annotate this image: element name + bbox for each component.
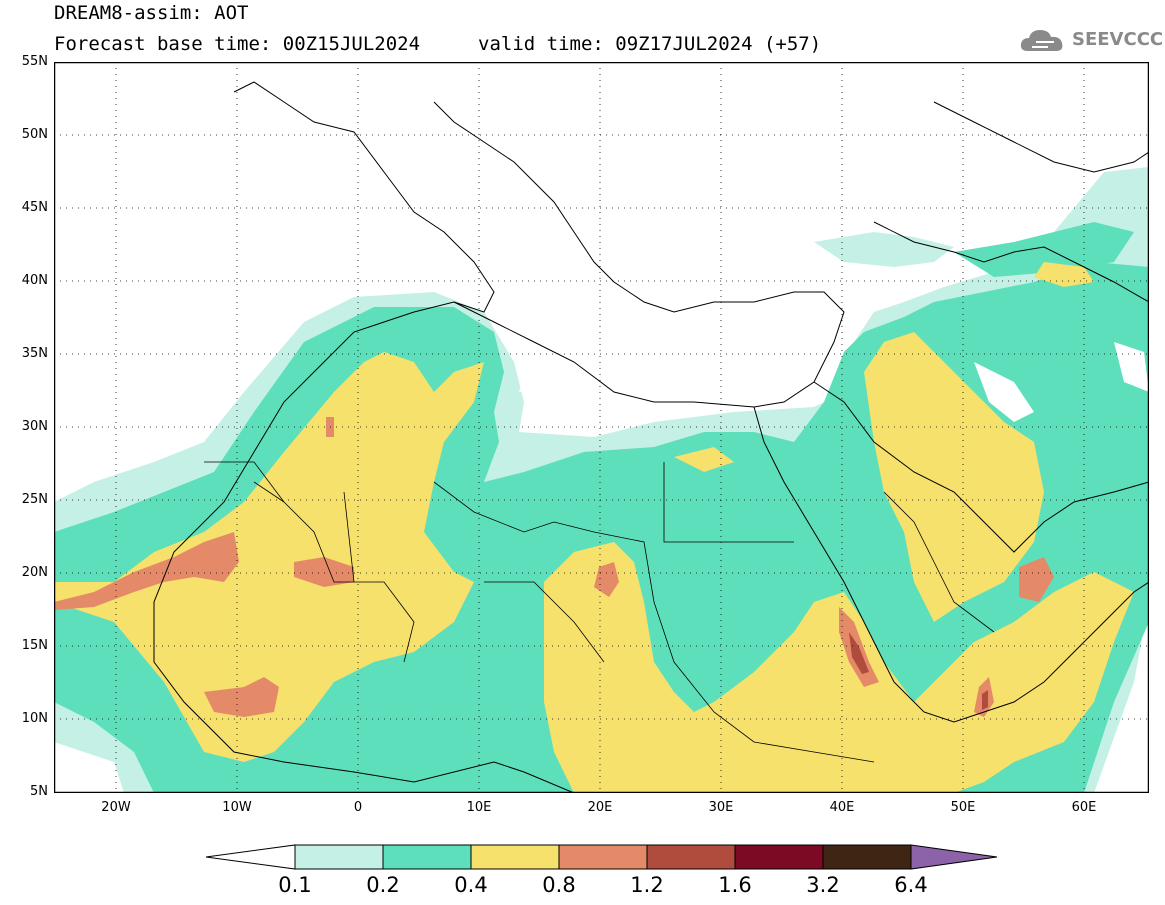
lon-label: 50E [950,800,976,815]
lon-label: 30E [708,800,734,815]
lon-label: 20W [101,800,131,815]
colorbar-label: 3.2 [806,873,840,897]
colorbar-label: 0.4 [454,873,488,897]
country-borders [204,461,995,763]
colorbar-swatch [734,844,824,870]
lon-label: 10W [222,800,252,815]
lon-label: 40E [829,800,855,815]
lon-label: 60E [1071,800,1097,815]
valid-time: valid time: 09Z17JUL2024 (+57) [478,33,822,55]
lat-label: 35N [21,346,48,361]
lat-label: 25N [21,492,48,507]
colorbar-swatch [646,844,736,870]
lon-label: 10E [466,800,492,815]
cloud-icon [1020,30,1063,51]
colorbar-swatch [294,844,384,870]
lat-label: 55N [21,54,48,69]
aot-band-1.2-1.6 [849,632,988,710]
seevccc-logo: SEEVCCC [1018,25,1163,55]
aot-band-0.4-0.8 [54,262,1134,793]
colorbar-label: 1.6 [718,873,752,897]
lat-label: 30N [21,419,48,434]
colorbar-swatch [822,844,912,870]
colorbar-swatch [558,844,648,870]
colorbar-label: 0.2 [366,873,400,897]
colorbar [206,844,998,870]
colorbar-label: 6.4 [894,873,928,897]
aot-band-0.8-1.2 [54,417,1054,717]
colorbar-swatch [382,844,472,870]
clean-air-gaps [519,302,1149,422]
forecast-base-time: Forecast base time: 00Z15JUL2024 [54,33,421,55]
aot-map [54,62,1149,793]
coastlines [153,81,1149,793]
lon-label: 0 [353,800,363,815]
colorbar-label: 0.1 [278,873,312,897]
graticule [54,62,1149,793]
lat-label: 20N [21,565,48,580]
lat-label: 40N [21,273,48,288]
lat-label: 10N [21,711,48,726]
colorbar-swatch [470,844,560,870]
colorbar-label: 0.8 [542,873,576,897]
lat-label: 45N [21,200,48,215]
lat-label: 5N [30,784,48,799]
colorbar-over-triangle [910,844,998,870]
lon-label: 20E [587,800,613,815]
logo-text: SEEVCCC [1072,29,1164,50]
lat-label: 15N [21,638,48,653]
lat-label: 50N [21,127,48,142]
map-title: DREAM8-assim: AOT [54,2,249,24]
colorbar-label: 1.2 [630,873,664,897]
colorbar-under-triangle [206,844,296,870]
